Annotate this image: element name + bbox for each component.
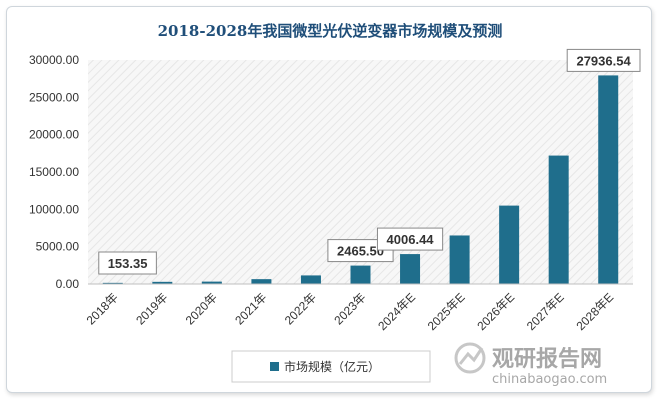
x-tick-label: 2022年 xyxy=(282,290,319,327)
data-label-box xyxy=(566,48,641,72)
bar xyxy=(251,279,272,284)
x-tick-label: 2020年 xyxy=(183,290,220,327)
x-tick-label: 2018年 xyxy=(84,290,121,327)
watermark-logo-icon xyxy=(454,342,486,374)
data-label: 153.35 xyxy=(108,256,148,271)
data-label-box xyxy=(327,239,394,263)
data-label: 2465.50 xyxy=(337,244,384,259)
bar xyxy=(598,75,619,284)
x-tick-label: 2024年E xyxy=(375,290,418,333)
bar xyxy=(201,281,222,284)
chart-title: 2018-2028年我国微型光伏逆变器市场规模及预测 xyxy=(158,22,503,40)
watermark-text: 观研报告网 xyxy=(492,347,602,372)
bar xyxy=(102,282,123,284)
bar xyxy=(499,205,520,284)
x-tick-label: 2025年E xyxy=(425,290,468,333)
bar-series xyxy=(88,75,633,285)
bar xyxy=(400,254,421,284)
data-label-box xyxy=(98,251,157,275)
legend-swatch xyxy=(270,362,279,371)
x-axis: 2018年 2019年 2020年 2021年 2022年 2023年 2024年E 2025… xyxy=(84,290,617,333)
y-tick-label: 5000.00 xyxy=(36,240,80,254)
bar xyxy=(300,275,321,284)
y-tick-label: 20000.00 xyxy=(29,128,79,142)
x-tick-label: 2027年E xyxy=(524,290,567,333)
data-label: 27936.54 xyxy=(576,53,631,68)
x-tick-label: 2026年E xyxy=(474,290,517,333)
legend: 市场规模（亿元） xyxy=(231,350,431,383)
x-tick-label: 2028年E xyxy=(573,290,616,333)
watermark: 观研报告网 chinabaogao.com xyxy=(454,342,607,387)
y-axis: 0.00 5000.00 10000.00 15000.00 20000.00 25000… xyxy=(29,53,79,291)
bar xyxy=(548,155,569,284)
x-tick-label: 2019年 xyxy=(133,290,170,327)
watermark-url: chinabaogao.com xyxy=(492,372,607,387)
x-tick-label: 2021年 xyxy=(232,290,269,327)
bar xyxy=(152,281,173,284)
data-label: 4006.44 xyxy=(387,232,435,247)
y-tick-label: 10000.00 xyxy=(29,202,79,216)
y-tick-label: 15000.00 xyxy=(29,165,79,179)
y-tick-label: 0.00 xyxy=(56,277,80,291)
data-label-box xyxy=(376,227,444,251)
legend-box xyxy=(231,350,431,383)
bar xyxy=(449,235,470,284)
legend-label: 市场规模（亿元） xyxy=(284,359,380,374)
x-tick-label: 2023年 xyxy=(331,290,368,327)
y-tick-label: 25000.00 xyxy=(29,90,79,104)
y-tick-label: 30000.00 xyxy=(29,53,79,67)
bar xyxy=(350,265,371,284)
